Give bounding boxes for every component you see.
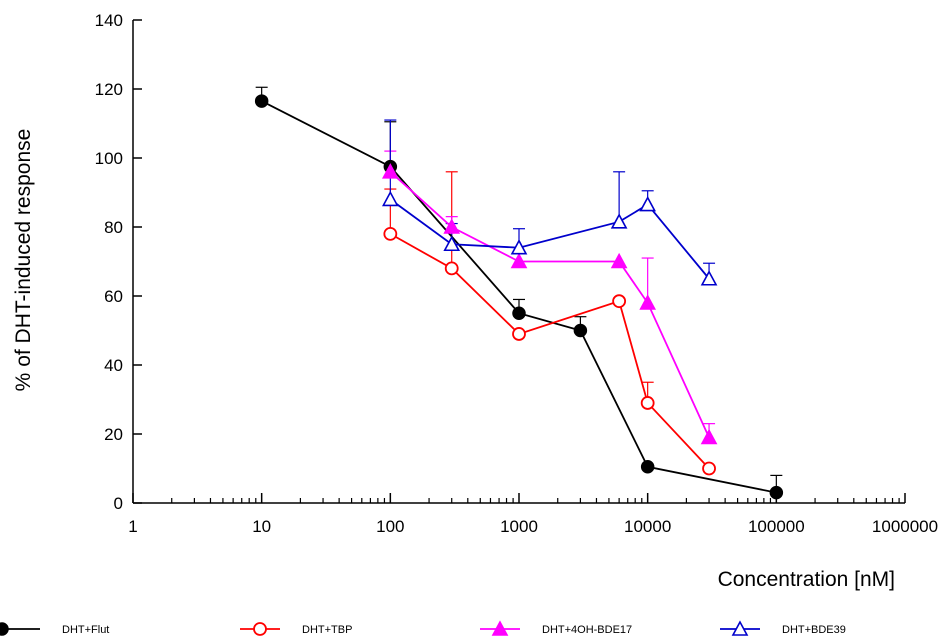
y-tick-label: 120 xyxy=(95,80,123,99)
y-tick-label: 20 xyxy=(104,425,123,444)
series-line xyxy=(389,198,710,280)
data-point xyxy=(444,261,459,276)
y-tick-label: 60 xyxy=(104,287,123,306)
legend-item: DHT+TBP xyxy=(240,622,352,636)
data-point xyxy=(443,235,461,252)
error-bars xyxy=(255,86,783,493)
y-tick-label: 40 xyxy=(104,356,123,375)
data-point xyxy=(0,622,9,636)
data-point xyxy=(700,428,718,445)
data-point xyxy=(639,294,657,310)
legend-label: DHT+4OH-BDE17 xyxy=(542,624,632,636)
series-line xyxy=(261,100,777,494)
data-point xyxy=(510,252,528,269)
series-markers xyxy=(254,94,784,500)
y-axis-label: % of DHT-induced response xyxy=(12,129,35,392)
data-point xyxy=(443,218,461,234)
legend: DHT+Flut DHT+TBP DHT+4OH-BDE17 DHT+BDE39 xyxy=(0,620,846,636)
x-tick-label: 10 xyxy=(252,517,271,536)
series-lines xyxy=(261,100,777,494)
data-point xyxy=(639,195,657,212)
data-point xyxy=(512,327,526,341)
data-point xyxy=(254,94,269,108)
x-tick-label: 1000 xyxy=(500,517,538,536)
data-point xyxy=(381,163,399,179)
data-point xyxy=(510,239,528,255)
data-point xyxy=(491,620,509,636)
y-tick-label: 80 xyxy=(104,218,123,237)
y-tick-label: 100 xyxy=(95,149,123,168)
data-point xyxy=(612,294,627,309)
data-point xyxy=(610,252,628,269)
y-tick-label: 0 xyxy=(114,494,123,513)
data-point xyxy=(610,213,628,229)
data-point xyxy=(702,461,716,476)
legend-label: DHT+Flut xyxy=(62,624,109,636)
data-point xyxy=(573,323,588,338)
y-tick-label: 140 xyxy=(95,11,123,30)
legend-item: DHT+4OH-BDE17 xyxy=(480,620,632,636)
data-point xyxy=(381,190,399,207)
x-tick-label: 1000000 xyxy=(872,517,938,536)
data-point xyxy=(253,622,267,636)
x-tick-label: 10000 xyxy=(624,517,671,536)
series-line xyxy=(389,171,710,438)
data-point xyxy=(640,396,655,410)
x-tick-label: 1 xyxy=(128,517,137,536)
legend-item: DHT+Flut xyxy=(0,622,109,636)
data-point xyxy=(512,306,526,320)
legend-item: DHT+BDE39 xyxy=(720,620,846,636)
data-point xyxy=(769,485,784,500)
series-line xyxy=(389,233,710,470)
x-axis-label: Concentration [nM] xyxy=(718,568,895,591)
axes: 0 20 40 60 80 100 120 140 1 10 100 1000 10000 100000 1… xyxy=(95,11,938,536)
data-point xyxy=(383,226,398,241)
legend-label: DHT+TBP xyxy=(302,624,352,636)
data-point xyxy=(731,620,749,636)
x-tick-label: 100 xyxy=(376,517,404,536)
legend-label: DHT+BDE39 xyxy=(782,624,846,636)
x-tick-label: 100000 xyxy=(748,517,805,536)
data-point xyxy=(640,460,655,474)
data-point xyxy=(700,270,718,286)
